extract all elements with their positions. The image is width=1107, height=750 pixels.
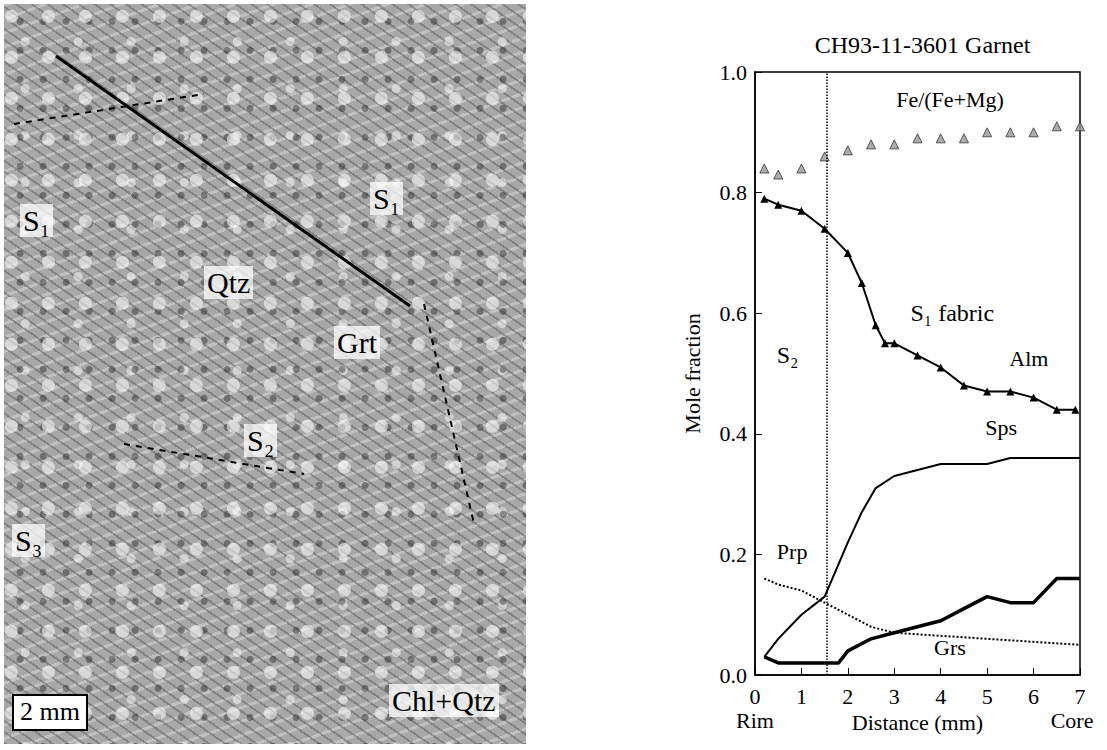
svg-text:5: 5	[982, 684, 993, 709]
svg-text:1.0: 1.0	[720, 60, 748, 85]
svg-text:Fe/(Fe+Mg): Fe/(Fe+Mg)	[896, 87, 1004, 112]
svg-text:4: 4	[935, 684, 946, 709]
html-text:2 mm: 2 mm	[20, 697, 80, 726]
svg-text:7: 7	[1075, 684, 1086, 709]
svg-text:Core: Core	[1051, 708, 1094, 733]
svg-text:S₁ fabric: S₁ fabric	[910, 300, 994, 326]
svg-text:0.8: 0.8	[720, 180, 748, 205]
svg-text:Alm: Alm	[1009, 346, 1048, 371]
html-text:Qtz: Qtz	[207, 266, 251, 299]
svg-text:2: 2	[842, 684, 853, 709]
svg-text:CH93-11-3601 Garnet: CH93-11-3601 Garnet	[815, 32, 1031, 58]
svg-text:1: 1	[796, 684, 807, 709]
html-text:S₁: S₁	[23, 204, 51, 237]
html-text:S₂: S₂	[247, 424, 275, 457]
svg-text:Prp: Prp	[777, 539, 808, 564]
svg-text:Mole fraction: Mole fraction	[680, 313, 705, 433]
svg-text:0.0: 0.0	[720, 663, 748, 688]
svg-text:3: 3	[889, 684, 900, 709]
html-text:S₃: S₃	[15, 524, 43, 557]
svg-text:0.6: 0.6	[720, 301, 748, 326]
svg-text:0: 0	[750, 684, 761, 709]
html-text:Chl+Qtz: Chl+Qtz	[392, 684, 496, 717]
svg-text:0.2: 0.2	[720, 542, 748, 567]
svg-text:S₂: S₂	[777, 342, 799, 368]
svg-text:Sps: Sps	[985, 415, 1017, 440]
html-text:Grt: Grt	[337, 326, 377, 359]
svg-text:Rim: Rim	[736, 708, 774, 733]
html-text:S₁: S₁	[373, 182, 401, 215]
svg-text:Distance (mm): Distance (mm)	[852, 710, 983, 735]
svg-text:0.4: 0.4	[720, 421, 748, 446]
svg-text:6: 6	[1028, 684, 1039, 709]
svg-text:Grs: Grs	[934, 635, 966, 660]
